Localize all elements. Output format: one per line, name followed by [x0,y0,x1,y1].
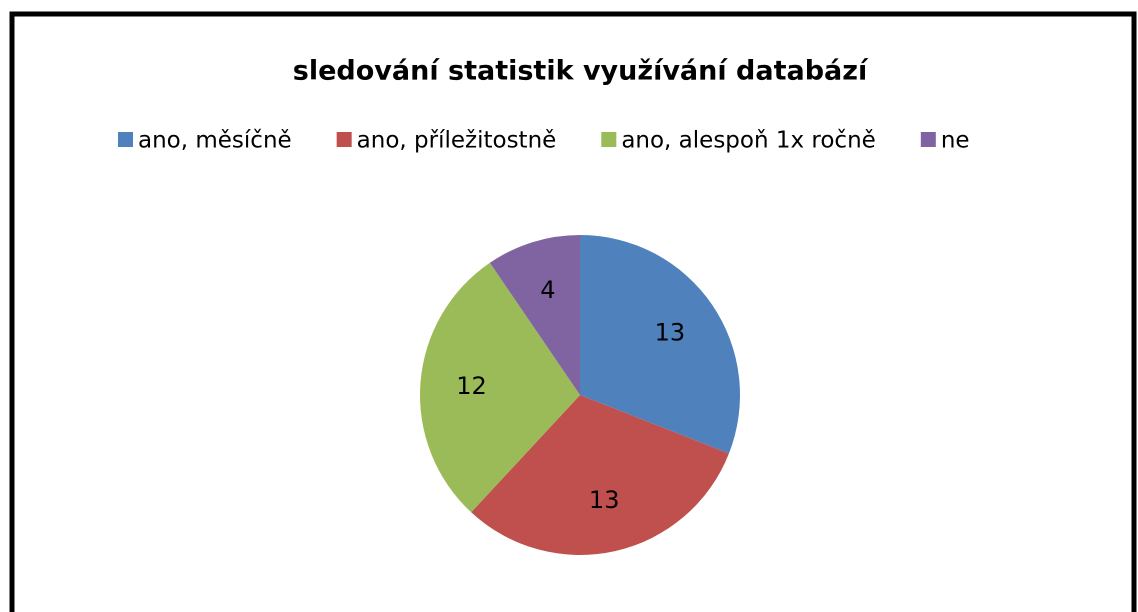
chart-border [9,11,1137,612]
legend-swatch [118,132,133,147]
pie-slice [580,235,740,454]
legend-swatch [336,132,352,147]
legend-label: ne [941,128,970,154]
data-label: 13 [655,319,686,347]
legend-label: ano, měsíčně [138,128,292,154]
legend-swatch [601,132,617,147]
data-label: 12 [456,372,487,400]
pie-slice [420,262,580,513]
pie-slice [489,235,580,395]
legend-swatch [920,132,936,147]
chart-title: sledování statistik využívání databází [293,56,869,87]
pie-slice [471,395,729,555]
data-label: 13 [589,486,620,514]
legend-label: ano, příležitostně [357,128,557,154]
data-label: 4 [540,276,555,304]
legend-label: ano, alespoň 1x ročně [621,128,876,154]
